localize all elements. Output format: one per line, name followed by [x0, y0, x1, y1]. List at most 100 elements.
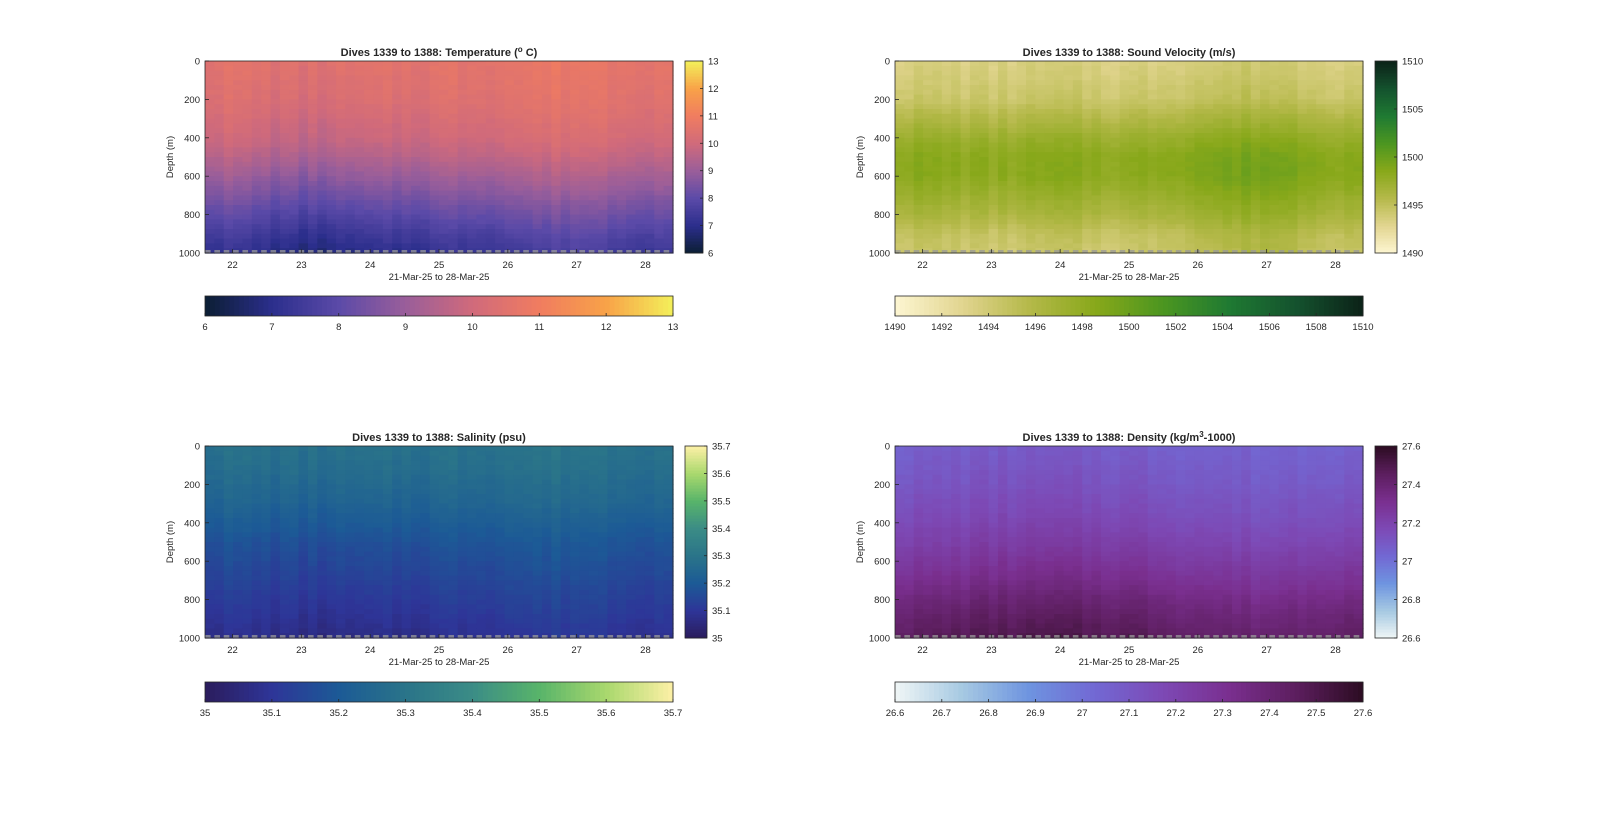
heatmap-cell: [224, 75, 234, 80]
heatmap-cell: [942, 147, 952, 152]
heatmap-cell: [458, 109, 468, 114]
heatmap-cell: [383, 186, 393, 191]
colorbar-segment: [1251, 296, 1256, 316]
missing-data-mark: [289, 250, 295, 253]
heatmap-cell: [654, 75, 664, 80]
heatmap-cell: [430, 61, 440, 66]
heatmap-cell: [1316, 200, 1326, 205]
heatmap-cell: [271, 61, 281, 66]
heatmap-cell: [1120, 243, 1130, 248]
y-tick-label: 200: [874, 95, 890, 106]
heatmap-cell: [1223, 171, 1233, 176]
heatmap-cell: [233, 552, 243, 557]
heatmap-cell: [373, 205, 383, 210]
heatmap-cell: [289, 456, 299, 461]
heatmap-cell: [1148, 181, 1158, 186]
heatmap-cell: [1326, 109, 1336, 114]
heatmap-cell: [1213, 66, 1223, 71]
missing-data-mark: [261, 250, 267, 253]
heatmap-cell: [654, 186, 664, 191]
heatmap-cell: [914, 239, 924, 244]
heatmap-cell: [895, 71, 905, 76]
colorbar-segment: [685, 178, 703, 182]
heatmap-cell: [1045, 205, 1055, 210]
heatmap-cell: [430, 75, 440, 80]
heatmap-cell: [430, 162, 440, 167]
heatmap-cell: [1120, 224, 1130, 229]
heatmap-cell: [289, 71, 299, 76]
heatmap-cell: [233, 109, 243, 114]
heatmap-cell: [579, 71, 589, 76]
heatmap-cell: [467, 224, 477, 229]
heatmap-cell: [942, 167, 952, 172]
heatmap-cell: [1054, 61, 1064, 66]
heatmap-cell: [1195, 143, 1205, 148]
heatmap-cell: [327, 243, 337, 248]
heatmap-cell: [1035, 95, 1045, 100]
colorbar-segment: [1236, 296, 1241, 316]
heatmap-cell: [505, 109, 515, 114]
heatmap-cell: [317, 234, 327, 239]
heatmap-cell: [420, 219, 430, 224]
colorbar-segment: [685, 136, 703, 140]
heatmap-cell: [467, 229, 477, 234]
heatmap-cell: [1204, 123, 1214, 128]
heatmap-cell: [476, 119, 486, 124]
heatmap-cell: [261, 532, 271, 537]
heatmap-cell: [345, 167, 355, 172]
heatmap-cell: [1241, 66, 1251, 71]
heatmap-cell: [1279, 210, 1289, 215]
heatmap-cell: [1307, 114, 1317, 119]
missing-data-mark: [1260, 250, 1266, 253]
heatmap-cell: [1326, 239, 1336, 244]
heatmap-cell: [467, 181, 477, 186]
heatmap-cell: [1176, 66, 1186, 71]
heatmap-cell: [317, 80, 327, 85]
heatmap-cell: [299, 494, 309, 499]
heatmap-cell: [542, 224, 552, 229]
heatmap-cell: [523, 239, 533, 244]
heatmap-cell: [1007, 138, 1017, 143]
heatmap-cell: [1213, 123, 1223, 128]
heatmap-cell: [1166, 123, 1176, 128]
heatmap-cell: [495, 90, 505, 95]
heatmap-cell: [533, 123, 543, 128]
heatmap-cell: [1110, 66, 1120, 71]
heatmap-cell: [205, 499, 215, 504]
heatmap-cell: [280, 609, 290, 614]
heatmap-cell: [224, 210, 234, 215]
heatmap-cell: [561, 138, 571, 143]
heatmap-cell: [654, 157, 664, 162]
heatmap-cell: [1326, 152, 1336, 157]
heatmap-cell: [242, 104, 252, 109]
heatmap-cell: [1185, 224, 1195, 229]
heatmap-cell: [1316, 95, 1326, 100]
heatmap-cell: [383, 243, 393, 248]
heatmap-cell: [1129, 234, 1139, 239]
heatmap-cell: [252, 205, 262, 210]
heatmap-cell: [1166, 229, 1176, 234]
heatmap-cell: [289, 138, 299, 143]
heatmap-cell: [1026, 71, 1036, 76]
heatmap-cell: [1092, 200, 1102, 205]
heatmap-cell: [1279, 205, 1289, 210]
heatmap-cell: [242, 484, 252, 489]
heatmap-cell: [364, 195, 374, 200]
heatmap-cell: [271, 547, 281, 552]
heatmap-cell: [932, 114, 942, 119]
heatmap-cell: [1260, 205, 1270, 210]
colorbar-segment: [1375, 238, 1397, 242]
heatmap-cell: [289, 215, 299, 220]
heatmap-cell: [1082, 114, 1092, 119]
heatmap-cell: [1101, 114, 1111, 119]
heatmap-cell: [626, 176, 636, 181]
heatmap-cell: [533, 90, 543, 95]
heatmap-cell: [439, 219, 449, 224]
heatmap-cell: [607, 75, 617, 80]
heatmap-cell: [626, 128, 636, 133]
missing-data-mark: [1054, 250, 1060, 253]
colorbar-tick-label: 1490: [1402, 249, 1423, 260]
heatmap-cell: [1129, 123, 1139, 128]
heatmap-cell: [636, 219, 646, 224]
heatmap-cell: [654, 191, 664, 196]
